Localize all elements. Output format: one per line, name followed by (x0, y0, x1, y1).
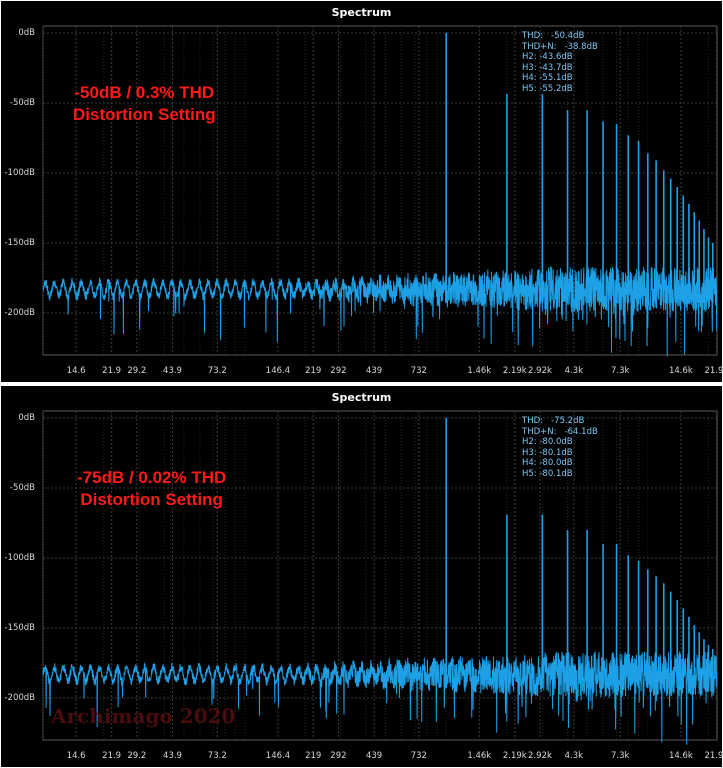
minor-grid (42, 411, 709, 740)
x-tick-label: 21.9k (704, 751, 723, 761)
y-tick-label: -150dB (4, 623, 35, 633)
x-tick-label: 439 (365, 751, 383, 761)
y-tick-label: -100dB (4, 168, 35, 178)
y-tick-label: -200dB (4, 308, 35, 318)
y-tick-label: 0dB (18, 413, 35, 423)
x-tick-label: 73.2 (207, 751, 227, 761)
watermark-text: Archimago 2020 (51, 704, 236, 728)
x-tick-label: 21.9 (102, 366, 122, 376)
x-tick-label: 7.3k (610, 366, 630, 376)
annotation-line-2: Distortion Setting (80, 490, 223, 509)
readout-thd: THD: -75.2dB (522, 416, 585, 426)
readout-h2: H2: -43.6dB (522, 52, 573, 62)
x-tick-label: 292 (330, 751, 347, 761)
spectrum-plot-bottom (42, 410, 718, 745)
y-tick-label: -200dB (4, 693, 35, 703)
x-tick-label: 439 (365, 366, 383, 376)
readout-h5: H5: -55.2dB (522, 83, 573, 94)
minor-grid (42, 26, 709, 355)
x-tick-label: 7.3k (610, 751, 630, 761)
readout-thd: THD: -50.4dB (522, 31, 585, 41)
annotation-line-1: -75dB / 0.02% THD (77, 468, 227, 487)
y-tick-label: -100dB (4, 553, 35, 563)
distortion-annotation: -75dB / 0.02% THD Distortion Setting (77, 467, 226, 511)
x-tick-label: 1.46k (467, 751, 492, 761)
x-tick-label: 219 (305, 751, 322, 761)
x-tick-label: 14.6 (66, 751, 86, 761)
x-tick-label: 146.4 (265, 751, 291, 761)
x-tick-label: 1.46k (467, 366, 492, 376)
readout-h4: H4: -80.0dB (522, 458, 573, 468)
x-tick-label: 43.9 (163, 751, 182, 761)
distortion-annotation: -50dB / 0.3% THD Distortion Setting (73, 82, 216, 126)
chart-title: Spectrum (331, 6, 392, 19)
readout-h5: H5: -80.1dB (522, 468, 573, 479)
noise-floor-trace (42, 266, 718, 357)
y-tick-label: 0dB (18, 28, 35, 38)
readout-h3: H3: -43.7dB (522, 62, 573, 73)
spectrum-panel-top: Spectrum THD: -50.4dB THD+N: -38.8dB H2:… (1, 1, 723, 382)
x-tick-label: 4.3k (564, 751, 584, 761)
x-tick-label: 21.9 (102, 751, 122, 761)
x-tick-label: 2.92k (528, 751, 552, 761)
readout-thdn: THD+N: -64.1dB (522, 426, 598, 437)
y-tick-label: -50dB (9, 483, 35, 493)
annotation-line-1: -50dB / 0.3% THD (74, 83, 215, 102)
x-tick-label: 14.6 (66, 366, 86, 376)
readout-h2: H2: -80.0dB (522, 437, 573, 447)
x-tick-label: 732 (410, 366, 427, 376)
x-tick-label: 2.92k (528, 366, 552, 376)
noise-floor-trace (42, 651, 718, 745)
chart-title: Spectrum (331, 391, 392, 404)
x-tick-label: 219 (305, 366, 322, 376)
measurement-readout: THD: -75.2dB THD+N: -64.1dB H2: -80.0dB … (522, 416, 598, 479)
measurement-readout: THD: -50.4dB THD+N: -38.8dB H2: -43.6dB … (522, 31, 598, 94)
x-tick-label: 14.6k (668, 751, 693, 761)
spectrum-plot-top (42, 25, 718, 357)
x-tick-label: 29.2 (127, 751, 147, 761)
x-tick-label: 21.9k (704, 366, 723, 376)
x-tick-label: 292 (330, 366, 347, 376)
readout-h4: H4: -55.1dB (522, 73, 573, 83)
annotation-line-2: Distortion Setting (73, 105, 216, 124)
x-tick-label: 73.2 (207, 366, 227, 376)
x-tick-label: 29.2 (127, 366, 147, 376)
readout-thdn: THD+N: -38.8dB (522, 41, 598, 52)
spectrum-panel-bottom: Spectrum THD: -75.2dB THD+N: -64.1dB H2:… (1, 386, 723, 767)
x-tick-label: 4.3k (564, 366, 584, 376)
x-tick-label: 43.9 (163, 366, 182, 376)
x-tick-label: 732 (410, 751, 427, 761)
y-tick-label: -150dB (4, 238, 35, 248)
readout-h3: H3: -80.1dB (522, 447, 573, 458)
x-tick-label: 2.19k (502, 751, 527, 761)
x-tick-label: 2.19k (502, 366, 527, 376)
x-tick-label: 14.6k (668, 366, 693, 376)
y-tick-label: -50dB (9, 98, 35, 108)
x-tick-label: 146.4 (265, 366, 291, 376)
